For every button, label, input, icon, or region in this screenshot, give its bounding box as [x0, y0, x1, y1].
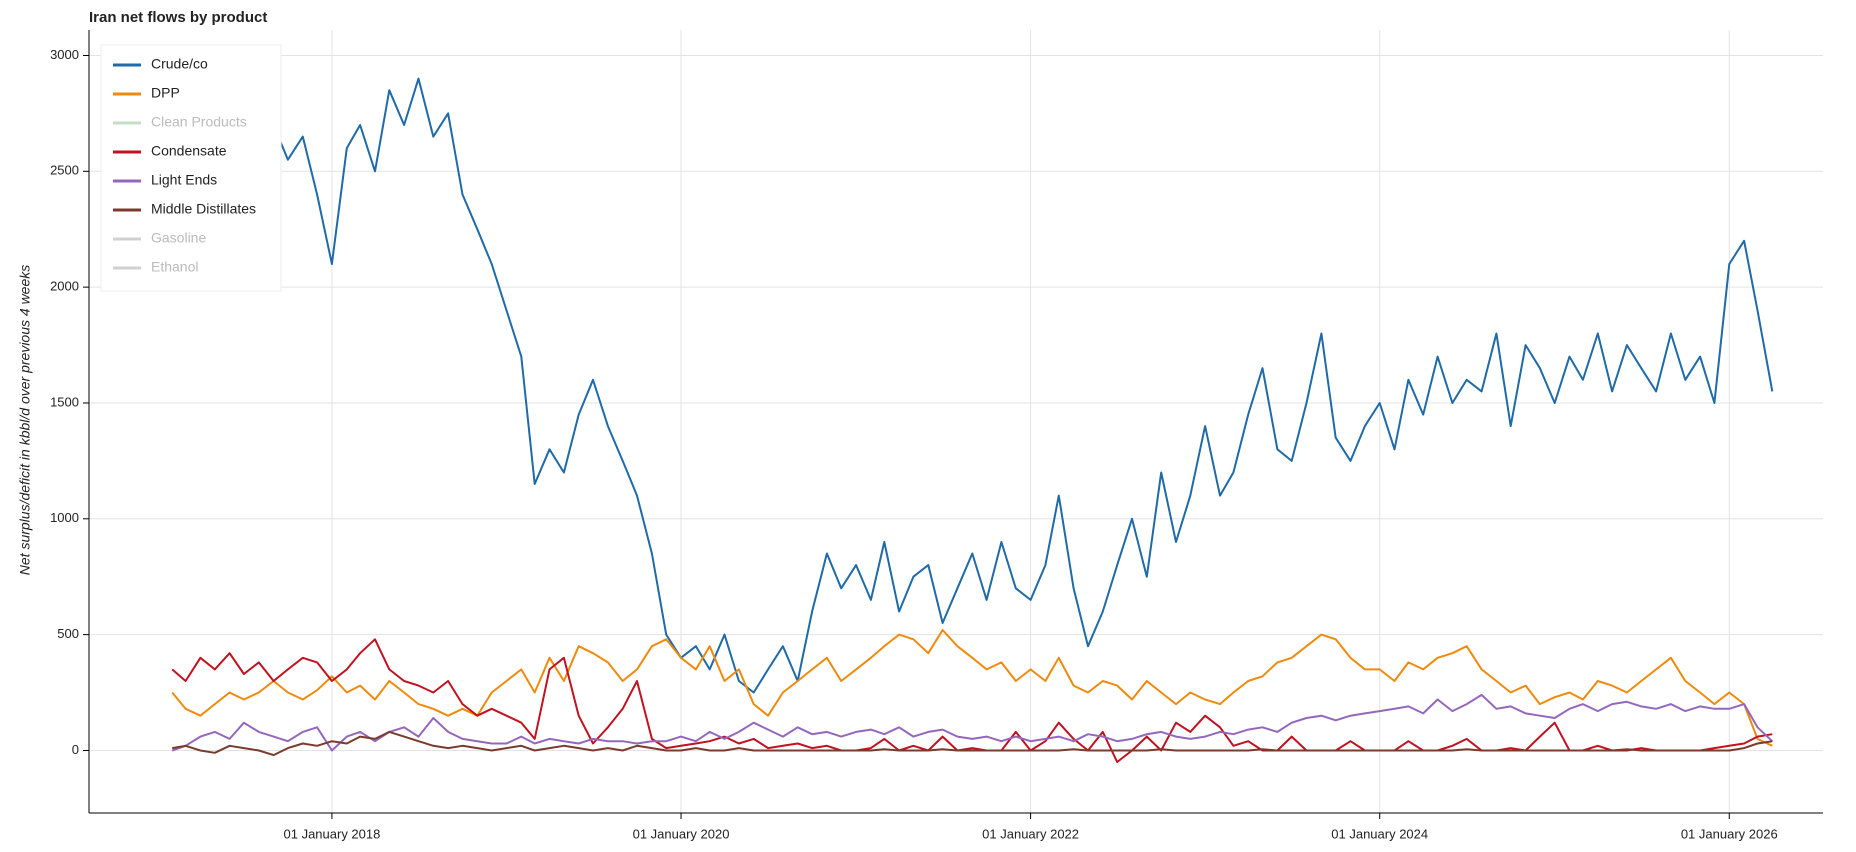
x-tick-label: 01 January 2026 [1681, 826, 1778, 841]
legend-label: Gasoline [151, 230, 206, 246]
y-tick-label: 0 [72, 742, 79, 757]
legend-label: Light Ends [151, 172, 217, 188]
legend-label: Clean Products [151, 114, 247, 130]
legend-box [100, 44, 282, 292]
y-tick-label: 500 [57, 626, 79, 641]
y-tick-label: 1000 [50, 510, 79, 525]
series-line [171, 638, 1773, 763]
y-axis-label: Net surplus/deficit in kbbl/d over previ… [17, 265, 33, 575]
chart-title: Iran net flows by product [89, 9, 267, 26]
series-line [171, 77, 1774, 694]
legend-label: DPP [151, 85, 180, 101]
y-tick-label: 2000 [50, 279, 79, 294]
series-line [172, 730, 1773, 757]
x-tick-label: 01 January 2022 [982, 826, 1079, 841]
y-tick-label: 2500 [50, 163, 79, 178]
x-tick-label: 01 January 2024 [1331, 826, 1428, 841]
legend-label: Middle Distillates [151, 201, 256, 217]
y-tick-label: 3000 [50, 47, 79, 62]
legend-label: Condensate [151, 143, 227, 159]
series-line [171, 629, 1773, 747]
legend-label: Crude/co [151, 56, 208, 72]
x-tick-label: 01 January 2020 [633, 826, 730, 841]
legend-label: Ethanol [151, 259, 198, 275]
y-tick-label: 1500 [50, 394, 79, 409]
x-tick-label: 01 January 2018 [284, 826, 381, 841]
series-line [171, 693, 1773, 752]
